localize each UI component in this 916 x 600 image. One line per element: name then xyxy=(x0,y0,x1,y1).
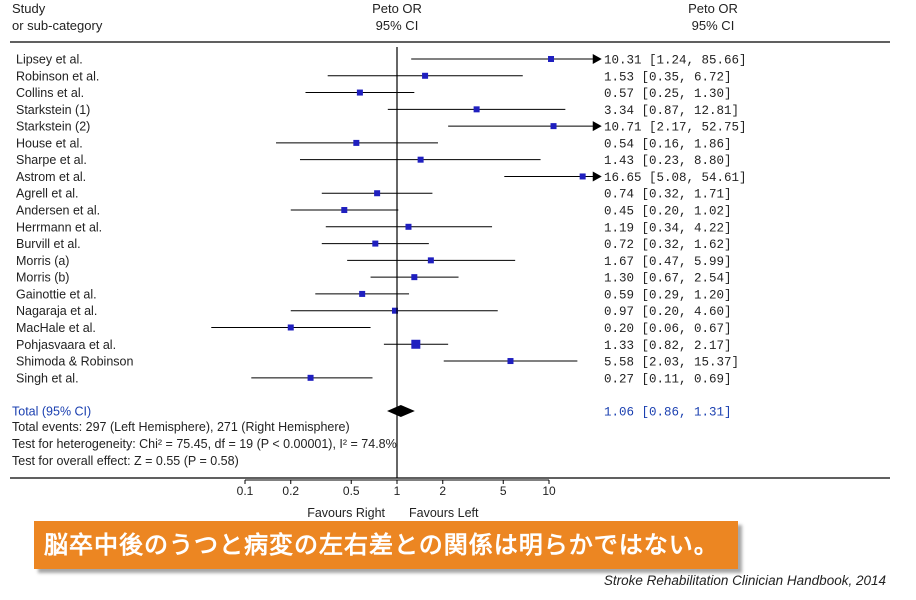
or-marker xyxy=(579,173,586,180)
or-marker xyxy=(411,339,421,349)
footnote-line: Test for heterogeneity: Chi² = 75.45, df… xyxy=(12,437,397,451)
forest-plot: Study or sub-category Peto OR 95% CI Pet… xyxy=(10,1,890,520)
header-plot-or-label: Peto OR xyxy=(372,1,422,16)
ci-arrow-right xyxy=(592,171,602,182)
or-ci-value: 10.31 [1.24, 85.66] xyxy=(604,54,747,68)
or-ci-value: 16.65 [5.08, 54.61] xyxy=(604,171,747,185)
or-ci-value: 0.45 [0.20, 1.02] xyxy=(604,205,732,219)
total-value: 1.06 [0.86, 1.31] xyxy=(604,406,732,420)
or-marker xyxy=(359,290,366,297)
study-name: Burvill et al. xyxy=(16,237,81,251)
or-marker xyxy=(417,156,424,163)
x-tick-label: 10 xyxy=(542,484,556,498)
study-name: Agrell et al. xyxy=(16,187,79,201)
study-name: MacHale et al. xyxy=(16,321,96,335)
or-ci-value: 5.58 [2.03, 15.37] xyxy=(604,356,739,370)
ci-arrow-right xyxy=(592,54,602,64)
study-name: Collins et al. xyxy=(16,86,84,100)
or-marker xyxy=(307,374,314,381)
header-study-label: Study xyxy=(12,1,46,16)
or-marker xyxy=(427,257,434,264)
or-ci-value: 1.43 [0.23, 8.80] xyxy=(604,154,732,168)
or-ci-value: 0.57 [0.25, 1.30] xyxy=(604,87,732,101)
or-marker xyxy=(372,240,379,247)
study-name: Singh et al. xyxy=(16,371,79,385)
or-ci-value: 1.53 [0.35, 6.72] xyxy=(604,70,732,84)
conclusion-banner: 脳卒中後のうつと病変の左右差との関係は明らかではない。 xyxy=(34,521,738,569)
or-marker xyxy=(411,274,418,281)
or-ci-value: 1.30 [0.67, 2.54] xyxy=(604,272,732,286)
x-tick-label: 5 xyxy=(500,484,507,498)
footnote-line: Test for overall effect: Z = 0.55 (P = 0… xyxy=(12,454,239,468)
x-tick-label: 1 xyxy=(394,484,401,498)
study-name: Robinson et al. xyxy=(16,69,99,83)
header-plot-ci-label: 95% CI xyxy=(376,18,419,33)
or-ci-value: 1.19 [0.34, 4.22] xyxy=(604,221,732,235)
study-name: Astrom et al. xyxy=(16,170,86,184)
or-ci-value: 1.67 [0.47, 5.99] xyxy=(604,255,732,269)
header-values-ci-label: 95% CI xyxy=(692,18,735,33)
study-name: Sharpe et al. xyxy=(16,153,87,167)
or-ci-value: 10.71 [2.17, 52.75] xyxy=(604,121,747,135)
or-marker xyxy=(422,72,429,79)
or-marker xyxy=(356,89,363,96)
favours-right-label: Favours Left xyxy=(409,506,479,520)
or-marker xyxy=(507,358,514,365)
footnote-line: Total events: 297 (Left Hemisphere), 271… xyxy=(12,420,350,434)
or-ci-value: 0.59 [0.29, 1.20] xyxy=(604,288,732,302)
or-marker xyxy=(473,106,480,113)
x-tick-label: 2 xyxy=(439,484,446,498)
header-subcategory-label: or sub-category xyxy=(12,18,103,33)
source-citation: Stroke Rehabilitation Clinician Handbook… xyxy=(603,573,886,588)
or-marker xyxy=(374,190,381,197)
header-values-or-label: Peto OR xyxy=(688,1,738,16)
study-name: Pohjasvaara et al. xyxy=(16,338,116,352)
or-marker xyxy=(341,207,348,214)
or-marker xyxy=(287,324,294,331)
study-name: Morris (a) xyxy=(16,254,69,268)
or-marker xyxy=(550,123,557,130)
study-name: Starkstein (1) xyxy=(16,103,90,117)
study-name: Gainottie et al. xyxy=(16,287,97,301)
study-name: House et al. xyxy=(16,136,83,150)
study-name: Nagaraja et al. xyxy=(16,304,97,318)
total-label: Total (95% CI) xyxy=(12,405,91,419)
study-name: Lipsey et al. xyxy=(16,53,83,67)
ci-arrow-right xyxy=(592,121,602,132)
x-tick-label: 0.5 xyxy=(343,484,360,498)
study-name: Shimoda & Robinson xyxy=(16,355,133,369)
or-ci-value: 0.54 [0.16, 1.86] xyxy=(604,137,732,151)
or-marker xyxy=(548,56,555,62)
study-name: Herrmann et al. xyxy=(16,220,102,234)
total-diamond xyxy=(387,405,415,417)
or-ci-value: 0.20 [0.06, 0.67] xyxy=(604,322,732,336)
or-marker xyxy=(353,139,360,146)
or-ci-value: 3.34 [0.87, 12.81] xyxy=(604,104,739,118)
or-ci-value: 0.97 [0.20, 4.60] xyxy=(604,305,732,319)
study-name: Andersen et al. xyxy=(16,204,100,218)
x-tick-label: 0.2 xyxy=(282,484,299,498)
x-tick-label: 0.1 xyxy=(237,484,254,498)
or-ci-value: 0.27 [0.11, 0.69] xyxy=(604,372,732,386)
or-ci-value: 0.74 [0.32, 1.71] xyxy=(604,188,732,202)
favours-left-label: Favours Right xyxy=(307,506,385,520)
study-name: Starkstein (2) xyxy=(16,120,90,134)
or-marker xyxy=(391,307,398,314)
or-ci-value: 1.33 [0.82, 2.17] xyxy=(604,339,732,353)
or-marker xyxy=(405,223,412,230)
or-ci-value: 0.72 [0.32, 1.62] xyxy=(604,238,732,252)
study-name: Morris (b) xyxy=(16,271,69,285)
